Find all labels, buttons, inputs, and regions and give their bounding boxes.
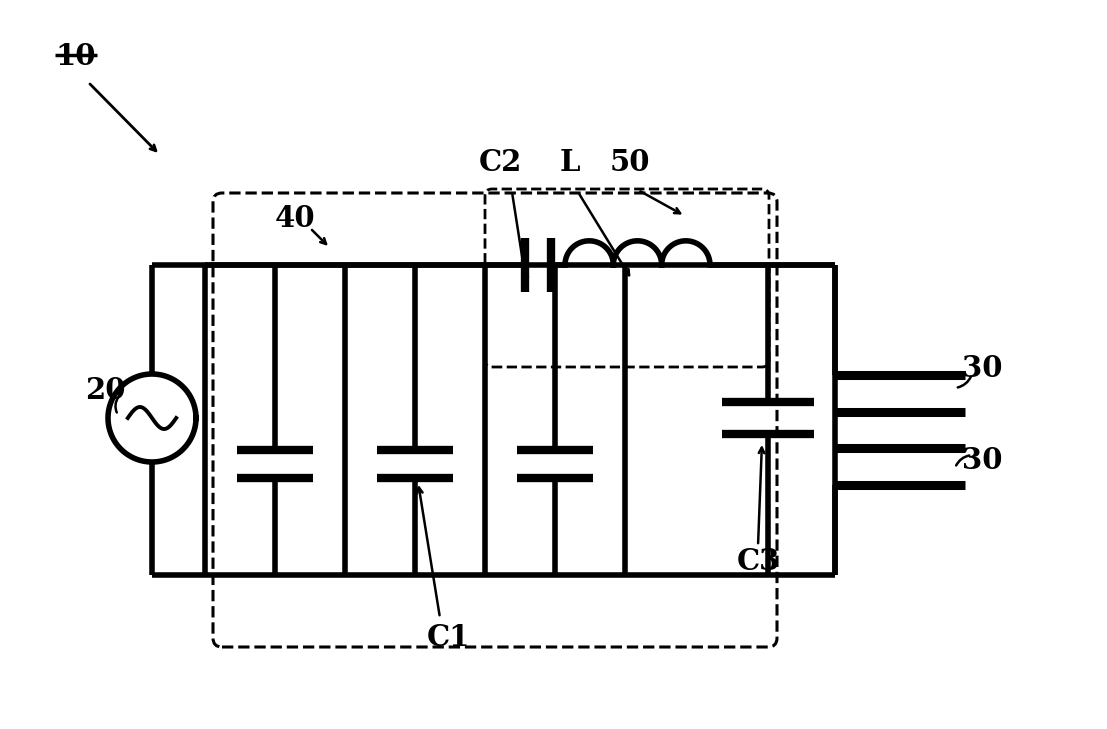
Text: 40: 40: [275, 203, 315, 233]
Text: 30: 30: [962, 354, 1002, 383]
Text: 50: 50: [610, 147, 650, 176]
Text: C2: C2: [478, 147, 521, 176]
Text: C3: C3: [736, 547, 779, 577]
Text: 10: 10: [55, 42, 95, 71]
Text: 20: 20: [85, 375, 125, 405]
Text: C1: C1: [426, 623, 469, 652]
Text: L: L: [560, 147, 580, 176]
Text: 30: 30: [962, 445, 1002, 475]
